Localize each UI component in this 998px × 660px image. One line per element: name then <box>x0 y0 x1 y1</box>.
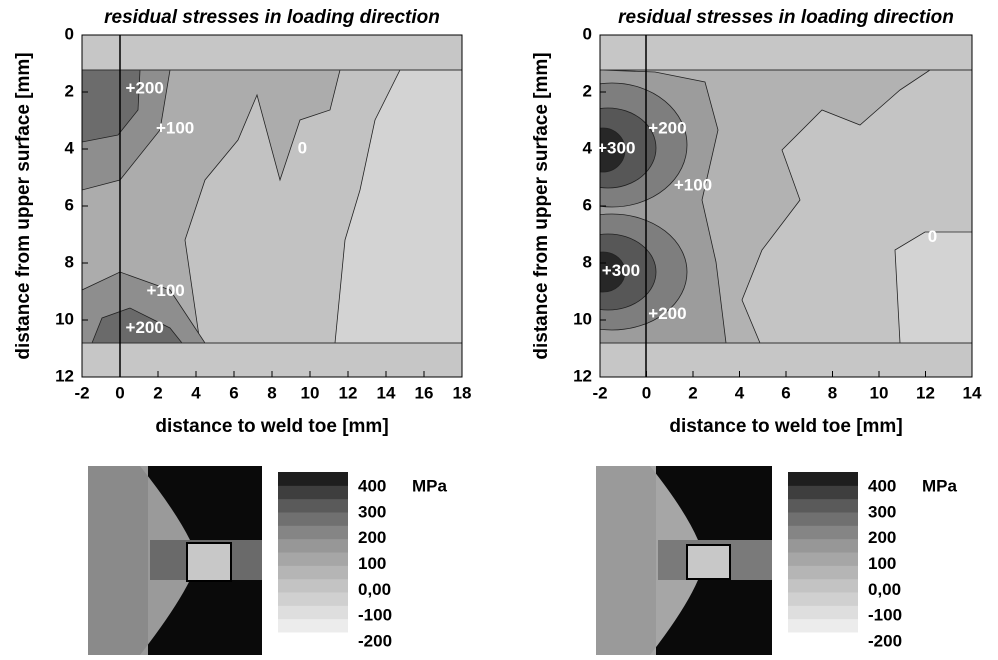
colorbar-label: MPa <box>922 476 958 495</box>
contour-label: +100 <box>674 176 712 195</box>
colorbar-band <box>278 618 348 633</box>
contour-label: 0 <box>928 227 937 246</box>
y-tick-label: 12 <box>573 366 592 385</box>
colorbar-band <box>278 498 348 513</box>
y-tick-label: 8 <box>583 252 592 271</box>
y-tick-label: 10 <box>55 309 74 328</box>
x-tick-label: 14 <box>377 383 396 402</box>
y-tick-label: 2 <box>65 81 74 100</box>
colorbar-tick-label: 300 <box>358 502 386 521</box>
x-tick-label: 8 <box>267 383 276 402</box>
y-tick-label: 4 <box>65 138 75 157</box>
colorbar-label: MPa <box>412 476 448 495</box>
contour-field <box>81 34 463 378</box>
contour-label: +100 <box>156 119 194 138</box>
x-tick-label: 12 <box>339 383 358 402</box>
colorbar-tick-label: -200 <box>358 631 392 650</box>
contour-label: +200 <box>648 119 686 138</box>
y-tick-label: 4 <box>583 138 593 157</box>
contour-label: +200 <box>126 79 164 98</box>
colorbar-band <box>788 578 858 593</box>
y-tick-label: 0 <box>583 24 592 43</box>
x-tick-label: 12 <box>916 383 935 402</box>
x-tick-label: 8 <box>828 383 837 402</box>
colorbar-band <box>278 605 348 620</box>
contour-label: +200 <box>126 318 164 337</box>
colorbar-band <box>278 552 348 566</box>
colorbar-band <box>788 565 858 580</box>
x-tick-label: 4 <box>735 383 745 402</box>
colorbar-tick-label: 200 <box>868 528 896 547</box>
y-tick-label: 2 <box>583 81 592 100</box>
contour-field <box>599 34 973 378</box>
colorbar-tick-label: 0,00 <box>868 580 901 599</box>
y-tick-label: 0 <box>65 24 74 43</box>
colorbar-band <box>278 485 348 500</box>
contour-label: +300 <box>597 138 635 157</box>
colorbar-band <box>788 512 858 526</box>
x-tick-label: -2 <box>592 383 607 402</box>
colorbar-band <box>278 592 348 606</box>
contour-label: +100 <box>146 281 184 300</box>
contour-label: +200 <box>648 304 686 323</box>
contour-label: +300 <box>602 261 640 280</box>
x-tick-label: 4 <box>191 383 201 402</box>
colorbar-band <box>788 485 858 500</box>
colorbar-band <box>788 525 858 540</box>
y-tick-label: 12 <box>55 366 74 385</box>
colorbar-band <box>278 538 348 553</box>
colorbar-band <box>788 618 858 633</box>
contour-label: 0 <box>298 138 307 157</box>
colorbar-band <box>788 552 858 566</box>
colorbar-tick-label: 400 <box>358 476 386 495</box>
x-tick-label: 10 <box>870 383 889 402</box>
x-tick-label: 18 <box>453 383 472 402</box>
colorbar-tick-label: -100 <box>868 606 902 625</box>
colorbar-tick-label: -200 <box>868 631 902 650</box>
colorbar-band <box>278 525 348 540</box>
x-tick-label: 10 <box>301 383 320 402</box>
colorbar-band <box>278 565 348 580</box>
colorbar-tick-label: 200 <box>358 528 386 547</box>
colorbar-band <box>278 578 348 593</box>
colorbar-band <box>788 605 858 620</box>
chart-title: residual stresses in loading direction <box>618 7 954 28</box>
chart-title: residual stresses in loading direction <box>104 7 440 28</box>
y-axis-label: distance from upper surface [mm] <box>531 52 552 359</box>
x-tick-label: 0 <box>642 383 651 402</box>
x-tick-label: 2 <box>153 383 162 402</box>
colorbar-band <box>788 592 858 606</box>
colorbar-tick-label: 400 <box>868 476 896 495</box>
colorbar-band <box>788 538 858 553</box>
y-axis-label: distance from upper surface [mm] <box>13 52 34 359</box>
y-tick-label: 8 <box>65 252 74 271</box>
y-tick-label: 6 <box>65 195 74 214</box>
colorbar-band <box>788 472 858 486</box>
x-axis-label: distance to weld toe [mm] <box>155 416 388 437</box>
x-tick-label: 6 <box>229 383 238 402</box>
y-tick-label: 10 <box>573 309 592 328</box>
micrograph <box>88 466 772 655</box>
x-axis-label: distance to weld toe [mm] <box>669 416 902 437</box>
x-tick-label: 0 <box>115 383 124 402</box>
colorbar-tick-label: 100 <box>358 554 386 573</box>
x-tick-label: 6 <box>781 383 790 402</box>
colorbar-tick-label: 0,00 <box>358 580 391 599</box>
colorbar-tick-label: 100 <box>868 554 896 573</box>
y-tick-label: 6 <box>583 195 592 214</box>
x-tick-label: -2 <box>74 383 89 402</box>
x-tick-label: 14 <box>963 383 982 402</box>
colorbar-tick-label: 300 <box>868 502 896 521</box>
colorbar-band <box>788 498 858 513</box>
x-tick-label: 2 <box>688 383 697 402</box>
x-tick-label: 16 <box>415 383 434 402</box>
colorbar-band <box>278 472 348 486</box>
colorbar-tick-label: -100 <box>358 606 392 625</box>
colorbar-band <box>278 512 348 526</box>
